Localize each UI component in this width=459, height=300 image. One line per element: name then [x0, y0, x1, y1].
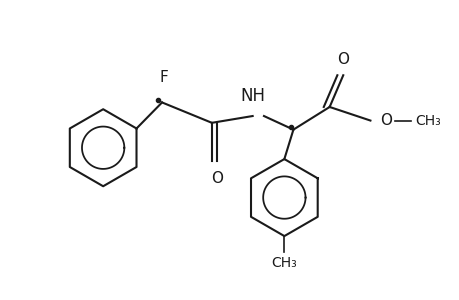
Text: CH₃: CH₃	[415, 114, 441, 128]
Text: CH₃: CH₃	[271, 256, 297, 271]
Text: O: O	[211, 171, 223, 186]
Text: F: F	[160, 70, 168, 85]
Text: O: O	[380, 113, 392, 128]
Text: O: O	[336, 52, 348, 67]
Text: NH: NH	[240, 87, 264, 105]
